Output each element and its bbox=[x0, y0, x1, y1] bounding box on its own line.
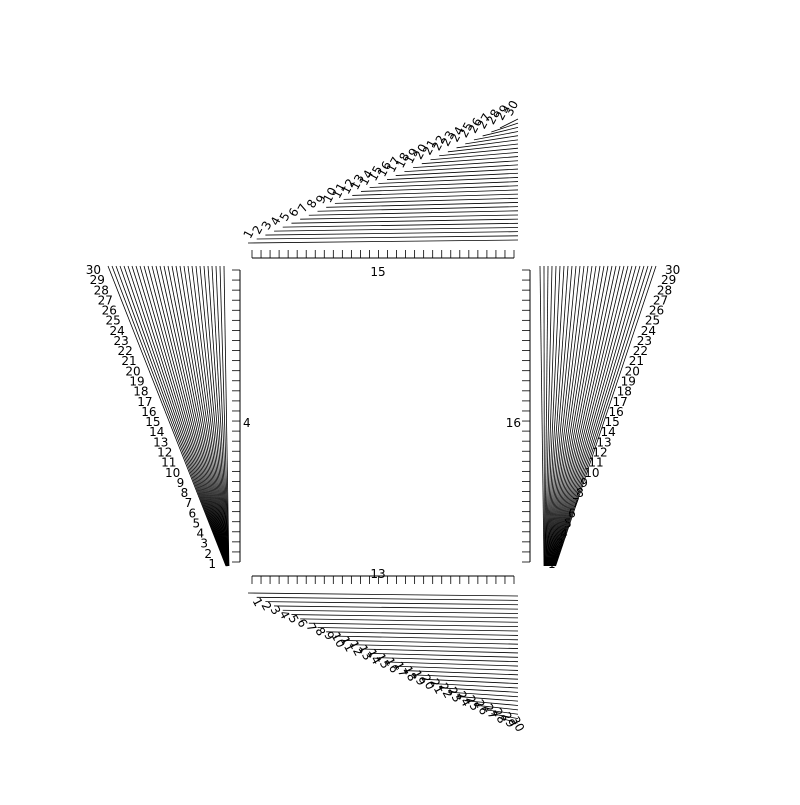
right-series-line bbox=[550, 266, 596, 566]
right-series-line bbox=[550, 266, 604, 566]
bottom-series-line bbox=[283, 610, 518, 613]
bottom-series-line bbox=[265, 602, 518, 605]
left-line-label: 30 bbox=[86, 263, 101, 277]
top-series-line bbox=[318, 207, 518, 212]
right-panel: 1234567891011121314151617181920212223242… bbox=[522, 263, 680, 571]
right-line-label: 30 bbox=[665, 263, 680, 277]
left-axis-label: 4 bbox=[243, 416, 251, 430]
bottom-series-line bbox=[326, 632, 518, 636]
top-series-line bbox=[430, 152, 518, 159]
right-series-line bbox=[555, 266, 652, 566]
bottom-series-line bbox=[274, 606, 518, 609]
bottom-axis-label: 13 bbox=[370, 567, 385, 581]
top-series-line bbox=[248, 240, 518, 243]
right-series-line bbox=[540, 266, 544, 566]
bottom-series-line bbox=[335, 636, 518, 640]
right-axis-label: 16 bbox=[506, 416, 521, 430]
left-series-line bbox=[112, 266, 226, 566]
bottom-series-line bbox=[291, 615, 518, 618]
bottom-series-line bbox=[257, 597, 518, 600]
top-series-line bbox=[422, 157, 518, 164]
top-series-line bbox=[413, 161, 518, 168]
right-series-line bbox=[554, 266, 640, 566]
left-panel: 1234567891011121314151617181920212223242… bbox=[86, 263, 240, 571]
top-series-line bbox=[439, 148, 518, 156]
top-series-line bbox=[274, 227, 518, 231]
bottom-series-line bbox=[344, 640, 518, 644]
top-axis-label: 15 bbox=[370, 265, 385, 279]
bottom-series-line bbox=[300, 619, 518, 622]
top-series-line bbox=[396, 169, 518, 176]
bottom-panel: 1234567891011121314151617181920212223242… bbox=[248, 576, 527, 734]
top-series-line bbox=[291, 219, 518, 223]
right-series-line bbox=[551, 266, 612, 566]
top-series-line bbox=[300, 215, 518, 219]
top-series-line bbox=[309, 211, 518, 215]
top-series-line bbox=[283, 223, 518, 227]
bottom-series-line bbox=[318, 627, 518, 631]
top-series-line bbox=[404, 165, 518, 172]
top-panel: 1234567891011121314151617181920212223242… bbox=[240, 98, 521, 258]
top-series-line bbox=[257, 236, 518, 239]
bottom-series-line bbox=[248, 593, 518, 596]
bottom-series-line bbox=[309, 623, 518, 626]
top-series-line bbox=[265, 232, 518, 235]
